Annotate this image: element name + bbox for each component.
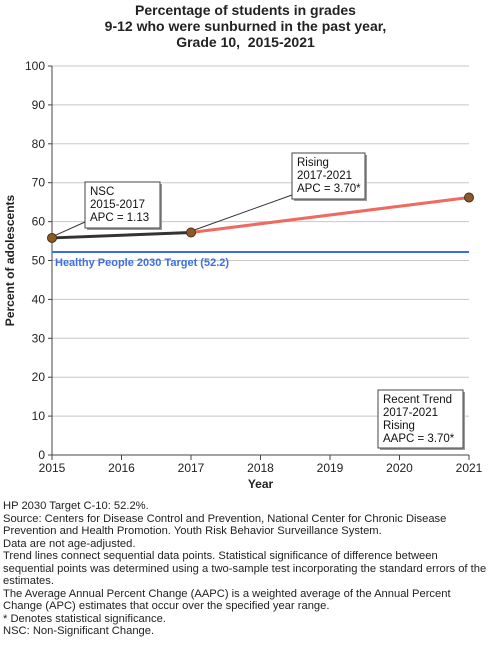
x-tick-label: 2016 [108, 461, 135, 475]
callout-text: Rising [383, 420, 415, 432]
x-tick-label: 2018 [247, 461, 274, 475]
note-line: * Denotes statistical significance. [3, 612, 166, 625]
chart-title-line: Percentage of students in grades [135, 2, 356, 18]
trend-line [50, 230, 193, 240]
callout-text: 2017-2021 [297, 170, 352, 182]
x-tick-label: 2019 [317, 461, 344, 475]
y-axis-title: Percent of adolescents [3, 194, 17, 326]
note-line: HP 2030 Target C-10: 52.2%. [3, 500, 149, 512]
target-label: Healthy People 2030 Target (52.2) [55, 257, 229, 269]
data-point [47, 232, 57, 243]
x-axis-title: Year [248, 477, 274, 491]
callout-text: Rising [297, 157, 329, 169]
y-tick-label: 20 [32, 370, 46, 384]
note-line: The Average Annual Percent Change (AAPC)… [3, 587, 451, 613]
y-tick-label: 70 [32, 176, 46, 190]
chart-title-line: Grade 10, 2015-2021 [176, 34, 315, 50]
note-line: Source: Centers for Disease Control and … [3, 512, 447, 538]
callout-text: APC = 3.70* [297, 183, 361, 195]
callout-text: AAPC = 3.70* [383, 433, 455, 445]
callout-leader [192, 194, 293, 231]
callout-text: NSC [90, 186, 114, 198]
x-tick-label: 2017 [178, 461, 205, 475]
data-point [464, 192, 474, 203]
callout-text: 2017-2021 [383, 407, 438, 419]
y-tick-label: 80 [32, 137, 46, 151]
callout-box [291, 152, 366, 200]
y-tick-label: 90 [32, 98, 46, 112]
x-tick-label: 2021 [456, 461, 483, 475]
callout-box [84, 181, 161, 229]
callout-box [377, 389, 464, 449]
y-tick-label: 10 [32, 409, 46, 423]
y-tick-label: 0 [38, 448, 45, 462]
trend-line [189, 195, 471, 234]
y-tick-label: 100 [25, 59, 45, 73]
callout-text: APC = 1.13 [90, 212, 149, 224]
callout-leader [53, 221, 86, 237]
chart-plot: 0 10 20 30 40 50 60 70 80 90 100 2015 2016 2017 2018 20… [3, 59, 483, 491]
callout-text: 2015-2017 [90, 199, 145, 211]
chart-title-line: 9-12 who were sunburned in the past year… [104, 18, 387, 34]
data-point [186, 227, 196, 238]
x-tick-label: 2015 [39, 461, 66, 475]
chart-notes: HP 2030 Target C-10: 52.2%. Source: Cent… [3, 500, 489, 638]
note-line: NSC: Non-Significant Change. [3, 625, 155, 637]
chart-title: Percentage of students in grades 9-12 wh… [0, 2, 491, 50]
y-tick-label: 40 [32, 292, 46, 306]
note-line: Data are not age-adjusted. [3, 537, 136, 550]
y-tick-label: 50 [32, 254, 46, 268]
x-tick-label: 2020 [386, 461, 413, 475]
callout-text: Recent Trend [383, 394, 452, 406]
y-tick-label: 30 [32, 331, 46, 345]
note-line: Trend lines connect sequential data poin… [3, 550, 487, 587]
y-tick-label: 60 [32, 215, 46, 229]
